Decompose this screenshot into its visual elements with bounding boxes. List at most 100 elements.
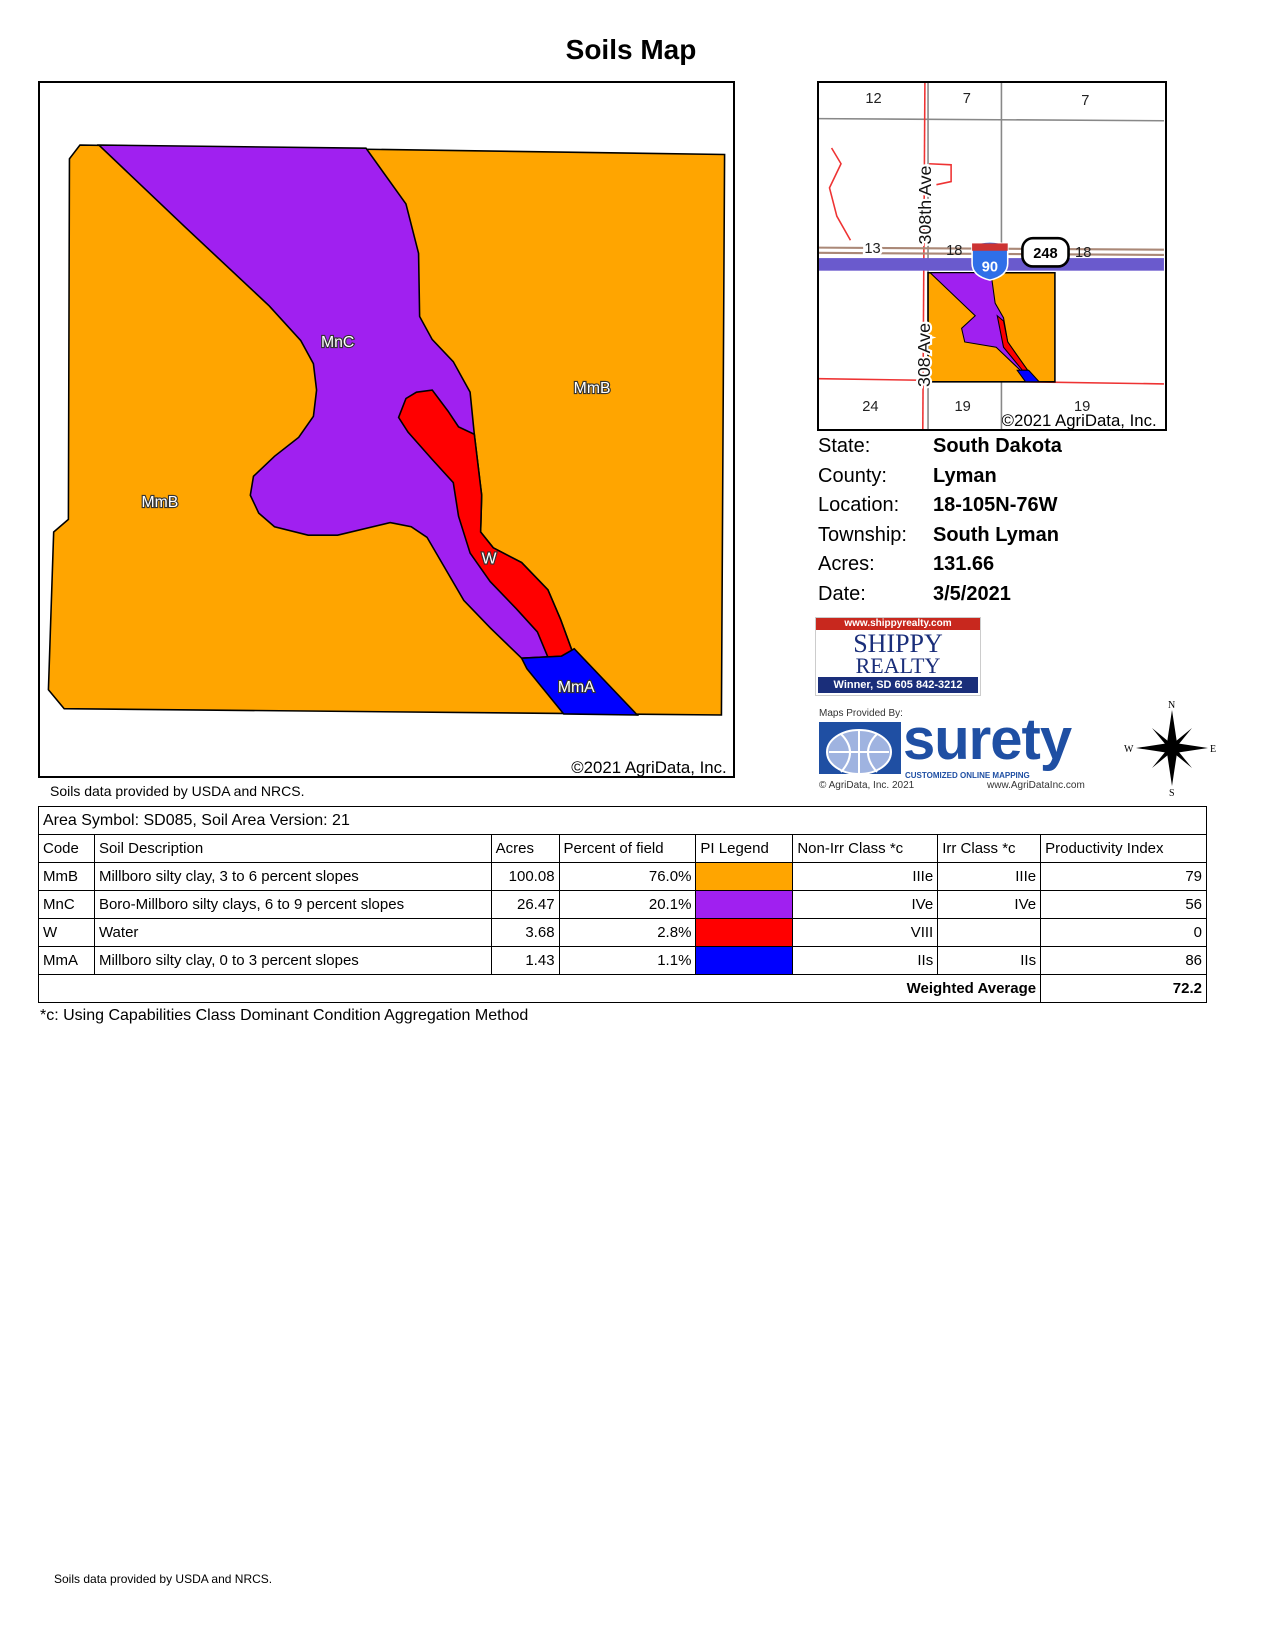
footnote: *c: Using Capabilities Class Dominant Co… [40, 1007, 529, 1024]
surety-tagline: CUSTOMIZED ONLINE MAPPING [905, 771, 1030, 780]
pi-legend-swatch [695, 890, 794, 919]
info-value-date: 3/5/2021 [933, 583, 1011, 605]
section-label: 12 [865, 91, 881, 107]
info-label: Township: [818, 524, 907, 546]
label-w: W [482, 551, 497, 568]
soils-map: MnC MmB MmB W MmA ©2021 AgriData, Inc. [38, 81, 735, 778]
cell-pi: 0 [1040, 918, 1207, 947]
surety-url: www.AgriDataInc.com [987, 780, 1085, 791]
cell-irr: IIs [937, 946, 1042, 975]
section-label: 7 [1081, 93, 1089, 109]
table-row: MmB Millboro silty clay, 3 to 6 percent s… [38, 862, 1207, 891]
label-mmb-east: MmB [574, 380, 611, 397]
label-mma: MmA [558, 679, 595, 696]
section-label-bg: 13 [864, 241, 880, 257]
surety-brand: surety [903, 707, 1072, 772]
cell-code: MmA [38, 946, 95, 975]
label-mnc: MnC [321, 334, 354, 351]
section-label: 18 [946, 243, 962, 259]
state-route-248-shield-icon: 248 [1021, 236, 1070, 268]
cell-pct: 1.1% [558, 946, 697, 975]
section-label: 24 [862, 399, 878, 415]
table-row: MnC Boro-Millboro silty clays, 6 to 9 per… [38, 890, 1207, 919]
section-label: 13 [864, 241, 880, 257]
compass-n: N [1168, 700, 1175, 711]
weighted-average-row: Weighted Average 72.2 [37, 974, 1207, 1003]
table-row: W Water 3.68 2.8% VIII 0 [38, 918, 1207, 947]
info-label: County: [818, 465, 887, 487]
interstate-90-shield-icon: 90 [971, 241, 1009, 281]
info-label: Location: [818, 494, 900, 516]
section-label: 18 [1075, 245, 1091, 261]
cell-acres: 100.08 [490, 862, 560, 891]
column-header: Productivity Index [1040, 834, 1207, 863]
column-header: Soil Description [93, 834, 492, 863]
weighted-average-value: 72.2 [1040, 974, 1207, 1003]
pi-legend-swatch [695, 862, 794, 891]
pi-legend-swatch [695, 918, 794, 947]
cell-nonirr: IVe [792, 890, 939, 919]
cell-code: MmB [38, 862, 95, 891]
cell-code: W [38, 918, 95, 947]
surety-logo: Maps Provided By: surety CUSTOMIZED ONLI… [819, 707, 1099, 791]
section-label: 19 [954, 399, 970, 415]
shippy-name: SHIPPY [853, 629, 943, 658]
cell-pi: 86 [1040, 946, 1207, 975]
column-header: Non-Irr Class *c [792, 834, 939, 863]
shippy-contact: Winner, SD 605 842-3212 [818, 677, 978, 693]
cell-pi: 79 [1040, 862, 1207, 891]
table-header-row: Code Soil Description Acres Percent of f… [38, 834, 1207, 863]
info-value-state: South Dakota [933, 435, 1062, 457]
shippy-name: REALTY [855, 653, 941, 678]
shippy-url: www.shippyrealty.com [816, 618, 980, 630]
cell-pct: 2.8% [558, 918, 697, 947]
inset-field-mma [1016, 369, 1041, 383]
surety-provided-by: Maps Provided By: [819, 708, 903, 719]
road-308-ave-label: 308 Ave [914, 323, 934, 387]
info-value-acres: 131.66 [933, 553, 995, 575]
cell-nonirr: IIIe [792, 862, 939, 891]
compass-s: S [1169, 788, 1175, 796]
map-copyright: ©2021 AgriData, Inc. [571, 758, 726, 776]
cell-pi: 56 [1040, 890, 1207, 919]
column-header: Percent of field [558, 834, 697, 863]
cell-nonirr: VIII [792, 918, 939, 947]
label-mmb-west: MmB [141, 494, 178, 511]
source-note: Soils data provided by USDA and NRCS. [50, 783, 305, 799]
column-header: PI Legend [695, 834, 794, 863]
soils-table: Area Symbol: SD085, Soil Area Version: 2… [37, 806, 1207, 1003]
compass-w: W [1124, 744, 1134, 755]
info-value-location: 18-105N-76W [933, 494, 1058, 516]
info-value-township: South Lyman [933, 524, 1059, 546]
area-symbol: Area Symbol: SD085, Soil Area Version: 2… [38, 806, 1207, 835]
cell-desc: Millboro silty clay, 0 to 3 percent slop… [93, 946, 492, 975]
cell-irr [937, 918, 1042, 947]
compass-rose-icon: N S E W [1124, 700, 1216, 796]
page-title: Soils Map [565, 34, 697, 65]
cell-nonirr: IIs [792, 946, 939, 975]
cell-code: MnC [38, 890, 95, 919]
info-value-county: Lyman [933, 465, 997, 487]
compass-e: E [1210, 744, 1216, 755]
section-label: 7 [963, 91, 971, 107]
cell-desc: Millboro silty clay, 3 to 6 percent slop… [93, 862, 492, 891]
weighted-average-label: Weighted Average [37, 974, 1042, 1003]
column-header: Irr Class *c [937, 834, 1042, 863]
table-row: MmA Millboro silty clay, 0 to 3 percent s… [38, 946, 1207, 975]
column-header: Code [38, 834, 95, 863]
cell-acres: 26.47 [490, 890, 560, 919]
info-label: Acres: [818, 553, 875, 575]
cell-pct: 76.0% [558, 862, 697, 891]
globe-icon [819, 722, 901, 774]
soil-mnc-area [96, 144, 574, 660]
cell-acres: 3.68 [490, 918, 560, 947]
info-label: State: [818, 435, 871, 457]
cell-acres: 1.43 [490, 946, 560, 975]
cell-pct: 20.1% [558, 890, 697, 919]
cell-desc: Water [93, 918, 492, 947]
column-header: Acres [490, 834, 560, 863]
bottom-note: Soils data provided by USDA and NRCS. [54, 1572, 273, 1586]
shippy-realty-logo: www.shippyrealty.com SHIPPY REALTY Winne… [815, 617, 981, 696]
svg-text:248: 248 [1033, 246, 1057, 262]
